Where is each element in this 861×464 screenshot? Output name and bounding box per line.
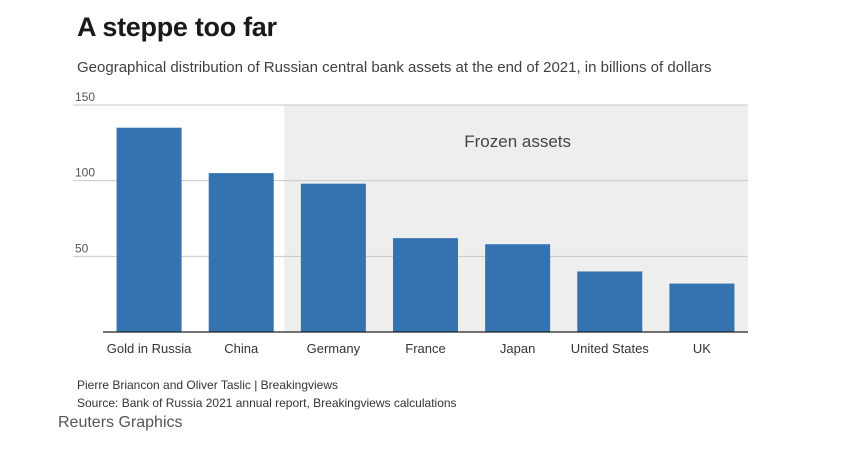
bar (116, 127, 182, 332)
chart-subtitle: Geographical distribution of Russian cen… (77, 59, 712, 76)
bar (208, 173, 274, 332)
source-line: Source: Bank of Russia 2021 annual repor… (77, 396, 457, 410)
bar (669, 283, 735, 332)
x-tick-label: Japan (500, 341, 535, 356)
bar (300, 183, 366, 332)
x-tick-label: China (224, 341, 259, 356)
bar-chart: 50 100 150 Frozen assets Gold in Russia China… (73, 90, 748, 356)
x-tick-label: United States (571, 341, 650, 356)
x-tick-label: Germany (307, 341, 361, 356)
reuters-graphics-logo: Reuters Graphics (58, 414, 183, 431)
bar (485, 244, 551, 332)
x-tick-label: Gold in Russia (107, 341, 192, 356)
y-tick-label: 50 (75, 241, 89, 255)
x-tick-label: UK (693, 341, 711, 356)
x-tick-label: France (405, 341, 445, 356)
chart-title: A steppe too far (77, 12, 277, 42)
bar (393, 238, 458, 332)
frozen-assets-label: Frozen assets (464, 132, 571, 151)
credit-line: Pierre Briancon and Oliver Taslic | Brea… (77, 378, 339, 392)
bar (577, 271, 643, 332)
y-tick-label: 100 (75, 166, 95, 180)
y-tick-label: 150 (75, 90, 95, 104)
